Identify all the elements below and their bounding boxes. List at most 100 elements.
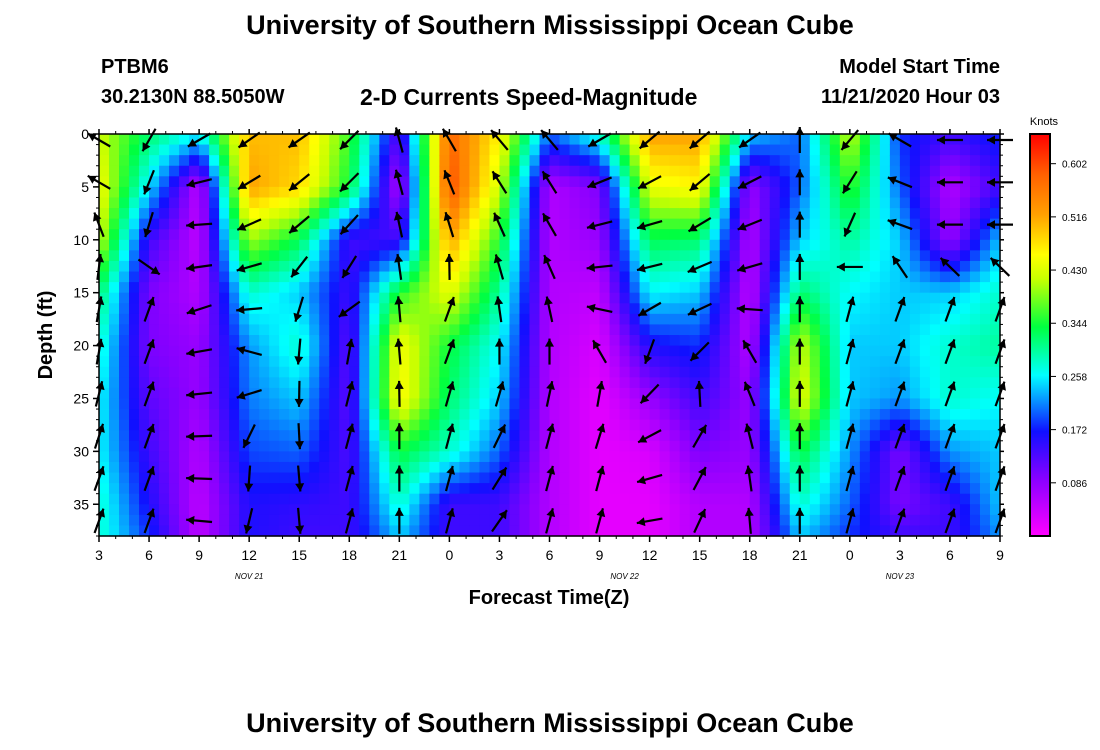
heatmap-cell xyxy=(989,345,1001,357)
heatmap-cell xyxy=(809,377,821,389)
heatmap-cell xyxy=(269,134,280,146)
heatmap-cell xyxy=(929,208,941,220)
heatmap-cell xyxy=(389,239,400,251)
heatmap-cell xyxy=(279,430,290,442)
heatmap-cell xyxy=(939,271,951,283)
heatmap-cell xyxy=(169,134,180,146)
heatmap-cell xyxy=(99,250,110,262)
heatmap-cell xyxy=(579,186,591,199)
heatmap-cell xyxy=(789,387,801,400)
heatmap-cell xyxy=(709,155,721,167)
heatmap-cell xyxy=(829,451,841,463)
heatmap-cell xyxy=(219,165,230,177)
heatmap-cell xyxy=(229,440,240,452)
heatmap-cell xyxy=(389,144,400,156)
heatmap-cell xyxy=(139,461,150,474)
heatmap-cell xyxy=(369,144,380,156)
heatmap-cell xyxy=(309,155,320,167)
heatmap-cell xyxy=(409,239,420,251)
plot-title: 2-D Currents Speed-Magnitude xyxy=(360,84,698,110)
heatmap-cell xyxy=(979,144,991,156)
heatmap-cell xyxy=(629,483,641,495)
heatmap-cell xyxy=(459,324,471,336)
heatmap-cell xyxy=(679,419,691,431)
heatmap-cell xyxy=(189,440,200,452)
heatmap-cell xyxy=(849,440,861,452)
heatmap-cell xyxy=(379,440,390,452)
heatmap-cell xyxy=(679,387,691,400)
heatmap-cell xyxy=(119,155,130,167)
heatmap-cell xyxy=(419,271,430,283)
heatmap-cell xyxy=(849,239,861,251)
current-vector-arrow xyxy=(637,301,662,317)
current-vector-arrow xyxy=(795,296,805,323)
heatmap-cell xyxy=(429,419,440,431)
heatmap-cell xyxy=(279,176,290,188)
heatmap-cell xyxy=(559,324,571,336)
heatmap-cell xyxy=(739,250,751,262)
heatmap-cell xyxy=(899,271,911,283)
heatmap-cell xyxy=(579,271,591,283)
heatmap-cell xyxy=(219,345,230,357)
heatmap-cell xyxy=(779,239,791,251)
heatmap-cell xyxy=(459,208,471,220)
heatmap-cell xyxy=(489,504,501,516)
heatmap-cell xyxy=(819,493,831,505)
heatmap-cell xyxy=(229,335,240,347)
heatmap-cell xyxy=(829,260,841,273)
heatmap-cell xyxy=(659,292,671,304)
heatmap-cell xyxy=(579,165,591,177)
heatmap-cell xyxy=(139,409,150,421)
heatmap-cell xyxy=(649,356,661,368)
heatmap-cell xyxy=(859,292,871,304)
heatmap-cell xyxy=(179,398,190,410)
heatmap-cell xyxy=(799,176,811,188)
heatmap-cell xyxy=(119,144,130,156)
heatmap-cell xyxy=(779,208,791,220)
heatmap-cell xyxy=(769,134,781,146)
heatmap-cell xyxy=(109,155,120,167)
heatmap-cell xyxy=(859,335,871,347)
heatmap-cell xyxy=(639,218,651,230)
heatmap-cell xyxy=(449,303,460,315)
current-vector-arrow xyxy=(443,296,456,322)
heatmap-cell xyxy=(889,493,901,505)
heatmap-cell xyxy=(339,155,350,167)
heatmap-cell xyxy=(549,461,561,474)
heatmap-cell xyxy=(429,504,440,516)
heatmap-cell xyxy=(819,303,831,315)
heatmap-cell xyxy=(759,430,771,442)
heatmap-cell xyxy=(159,250,170,262)
heatmap-cell xyxy=(649,165,661,177)
heatmap-cell xyxy=(849,504,861,516)
heatmap-cell xyxy=(229,419,240,431)
heatmap-cell xyxy=(729,239,741,251)
heatmap-cell xyxy=(439,514,450,527)
heatmap-cell xyxy=(209,313,220,326)
heatmap-cell xyxy=(409,292,420,304)
current-vector-arrow xyxy=(894,508,906,534)
heatmap-cell xyxy=(529,461,541,474)
heatmap-cell xyxy=(679,356,691,368)
heatmap-cell xyxy=(689,155,701,167)
current-vector-arrow xyxy=(894,465,906,492)
heatmap-cell xyxy=(939,250,951,262)
heatmap-cell xyxy=(539,144,551,156)
heatmap-cell xyxy=(639,514,651,527)
current-vector-arrow xyxy=(692,466,707,491)
heatmap-cell xyxy=(709,208,721,220)
heatmap-cell xyxy=(769,197,781,209)
heatmap-cell xyxy=(579,461,591,474)
heatmap-cell xyxy=(519,303,531,315)
heatmap-cell xyxy=(279,208,290,220)
heatmap-cell xyxy=(219,186,230,199)
heatmap-cell xyxy=(299,165,310,177)
heatmap-cell xyxy=(389,324,400,336)
heatmap-cell xyxy=(289,218,300,230)
heatmap-cell xyxy=(349,525,360,537)
heatmap-cell xyxy=(809,155,821,167)
heatmap-cell xyxy=(119,313,130,326)
current-vector-arrow xyxy=(143,465,155,492)
heatmap-cell xyxy=(409,387,420,400)
